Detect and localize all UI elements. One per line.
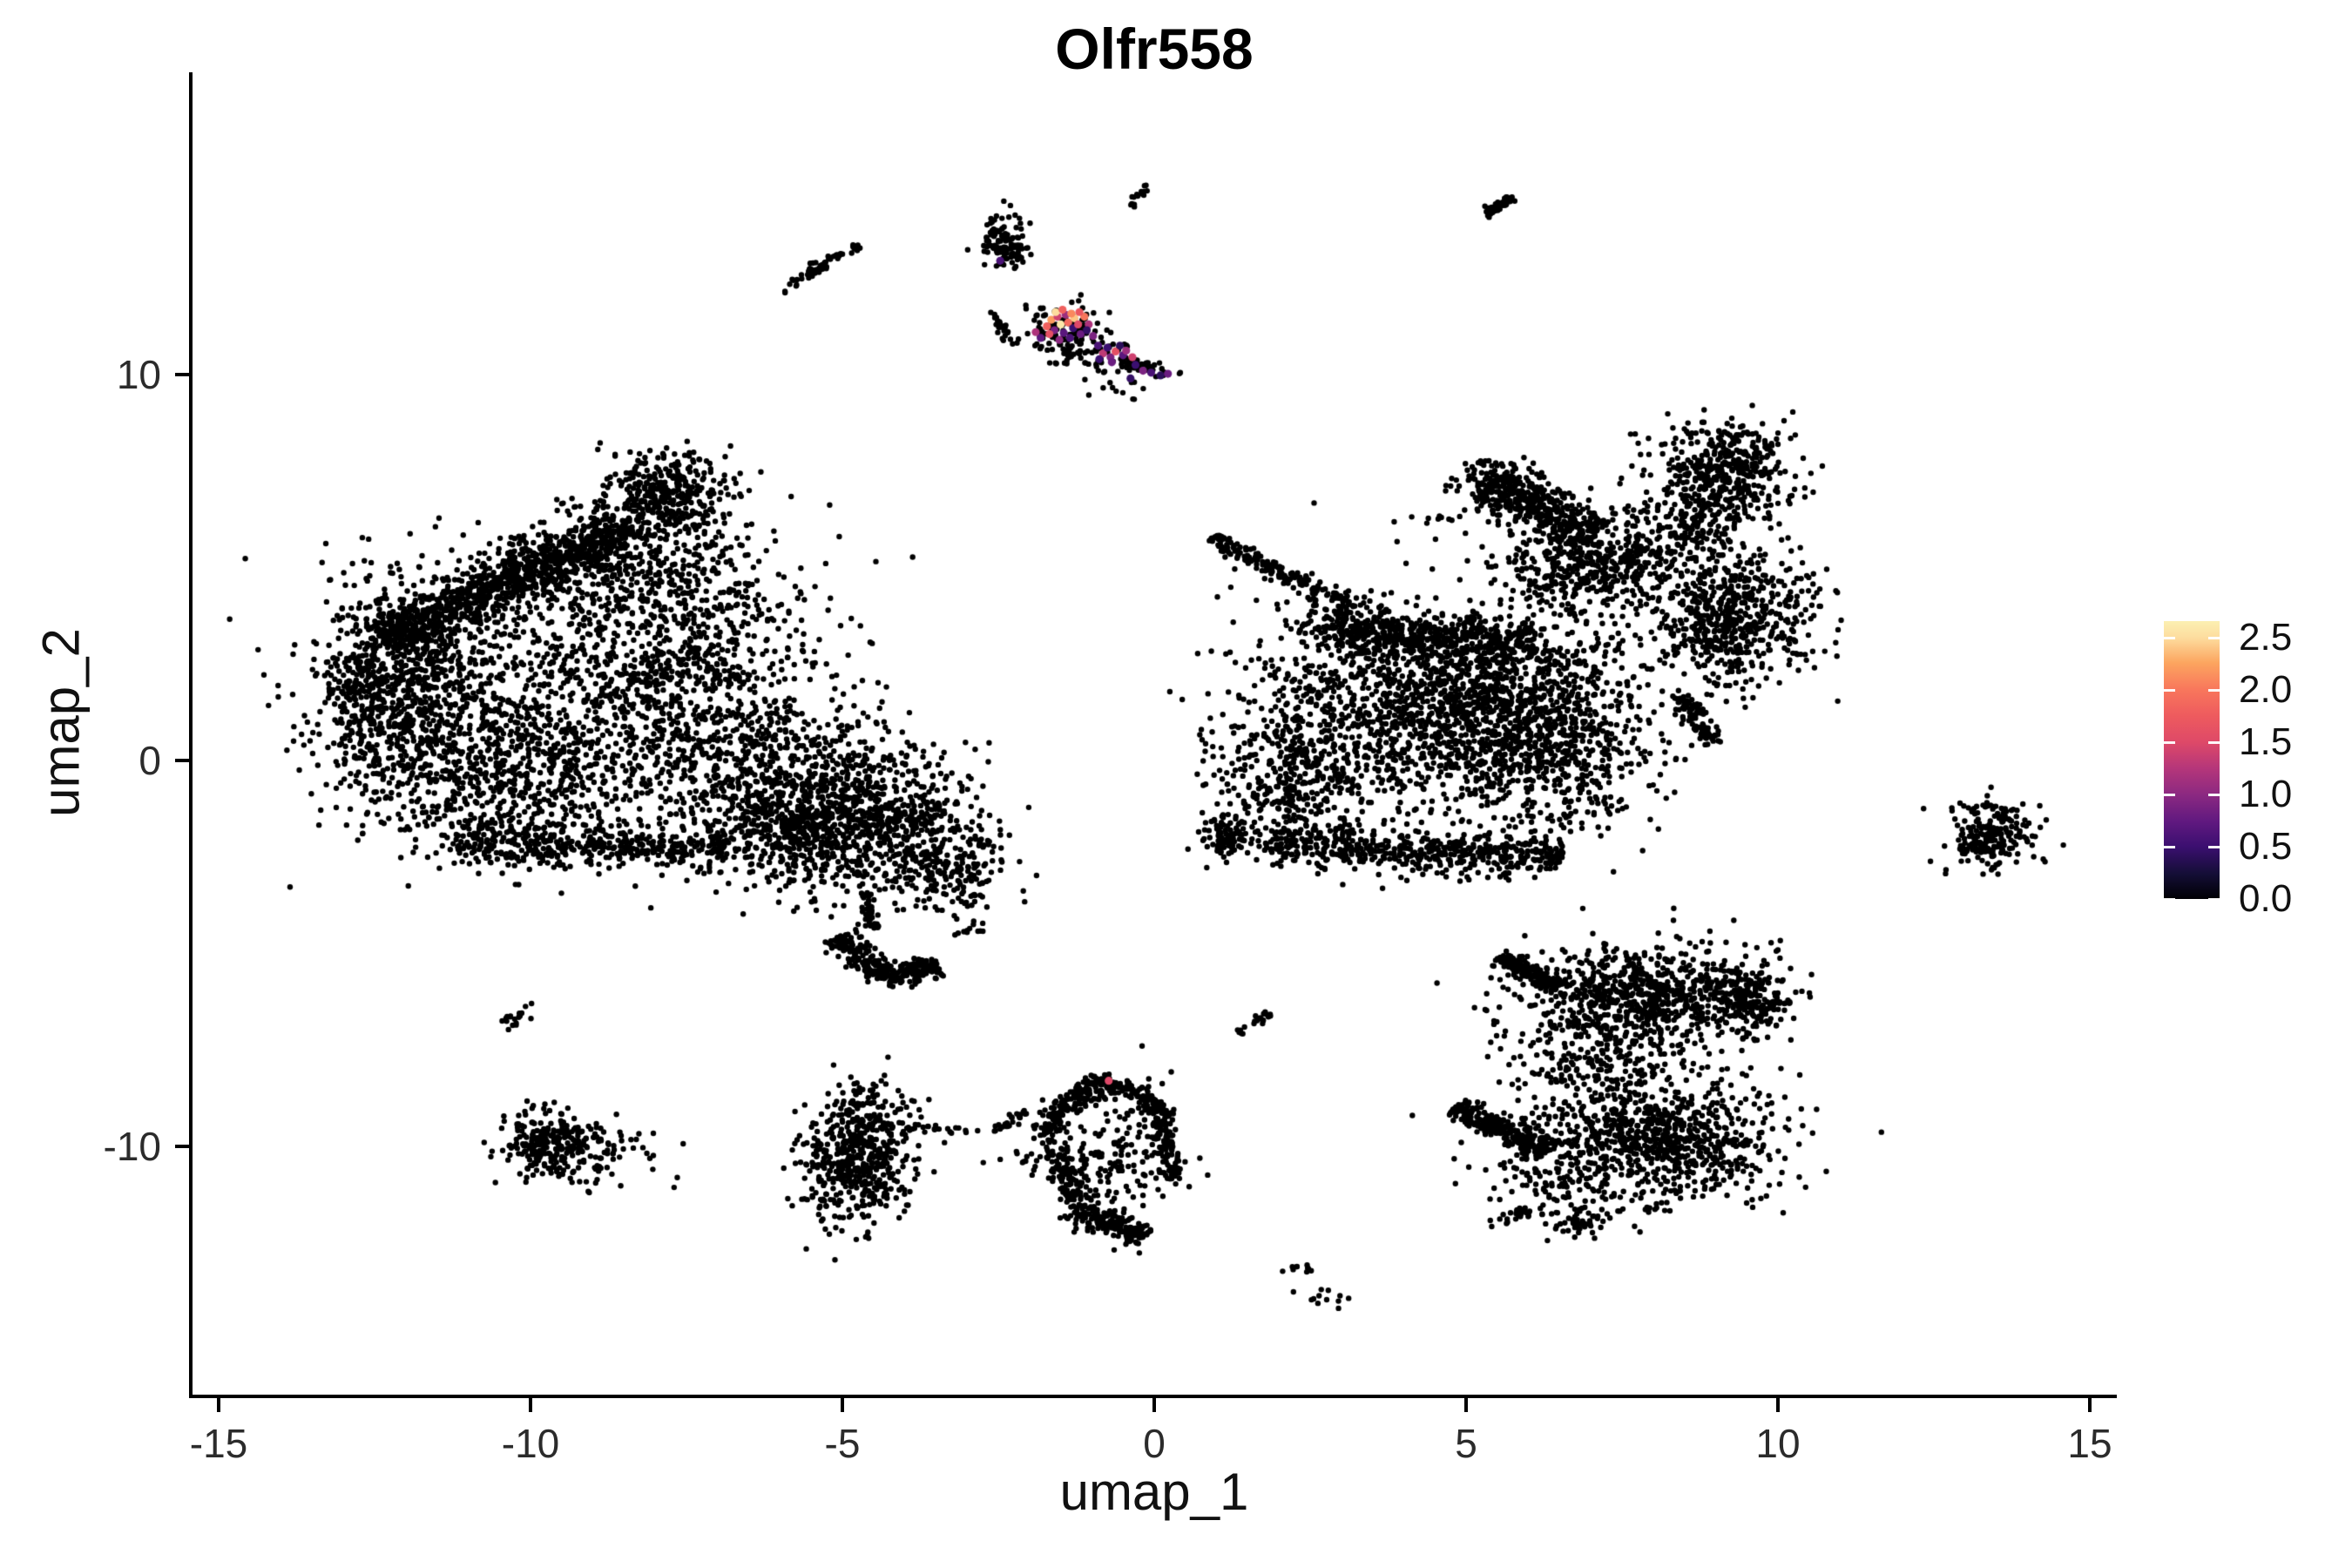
x-tick-mark xyxy=(841,1398,844,1412)
legend-tick-mark xyxy=(2164,897,2175,901)
legend-tick-mark xyxy=(2208,897,2220,901)
x-tick-mark xyxy=(529,1398,532,1412)
x-tick-mark xyxy=(1776,1398,1780,1412)
x-tick-mark xyxy=(1152,1398,1156,1412)
x-axis-title: umap_1 xyxy=(1059,1463,1249,1521)
legend-tick-label: 2.5 xyxy=(2239,616,2293,659)
legend-colorbar xyxy=(2164,621,2220,899)
expression-legend: 0.0 0.5 1.0 1.5 2.0 2.5 xyxy=(2164,616,2292,920)
legend-tick-label: 2.0 xyxy=(2239,668,2293,712)
y-tick-mark xyxy=(175,373,189,376)
legend-tick-mark xyxy=(2164,688,2175,692)
y-axis-line xyxy=(189,72,193,1398)
x-tick-mark xyxy=(2088,1398,2092,1412)
legend-tick-label: 0.0 xyxy=(2239,877,2293,920)
legend-tick-label: 1.0 xyxy=(2239,773,2293,816)
legend-tick-mark xyxy=(2164,845,2175,848)
x-tick-mark xyxy=(217,1398,220,1412)
legend-tick-mark xyxy=(2208,793,2220,796)
legend-tick-label: 1.5 xyxy=(2239,720,2293,764)
legend-tick-mark xyxy=(2164,636,2175,639)
y-tick-mark xyxy=(175,1145,189,1148)
y-axis-title: umap_2 xyxy=(31,628,91,817)
x-tick-label: -10 xyxy=(501,1421,560,1466)
plot-title: Olfr558 xyxy=(1055,17,1254,81)
x-tick-label: 15 xyxy=(2067,1421,2112,1466)
x-tick-label: -15 xyxy=(189,1421,248,1466)
legend-tick-label: 0.5 xyxy=(2239,825,2293,868)
legend-tick-mark xyxy=(2208,740,2220,744)
legend-tick-mark xyxy=(2208,845,2220,848)
y-tick-label: -10 xyxy=(103,1124,161,1169)
legend-tick-mark xyxy=(2208,636,2220,639)
x-tick-mark xyxy=(1464,1398,1468,1412)
y-tick-label: 0 xyxy=(139,738,161,783)
legend-tick-mark xyxy=(2164,740,2175,744)
x-tick-label: 5 xyxy=(1455,1421,1477,1466)
x-axis-line xyxy=(189,1395,2117,1398)
legend-tick-mark xyxy=(2164,793,2175,796)
legend-tick-mark xyxy=(2208,688,2220,692)
y-tick-label: 10 xyxy=(116,352,161,397)
x-tick-label: -5 xyxy=(824,1421,861,1466)
y-tick-mark xyxy=(175,759,189,762)
x-tick-label: 10 xyxy=(1755,1421,1801,1466)
x-tick-label: 0 xyxy=(1143,1421,1166,1466)
